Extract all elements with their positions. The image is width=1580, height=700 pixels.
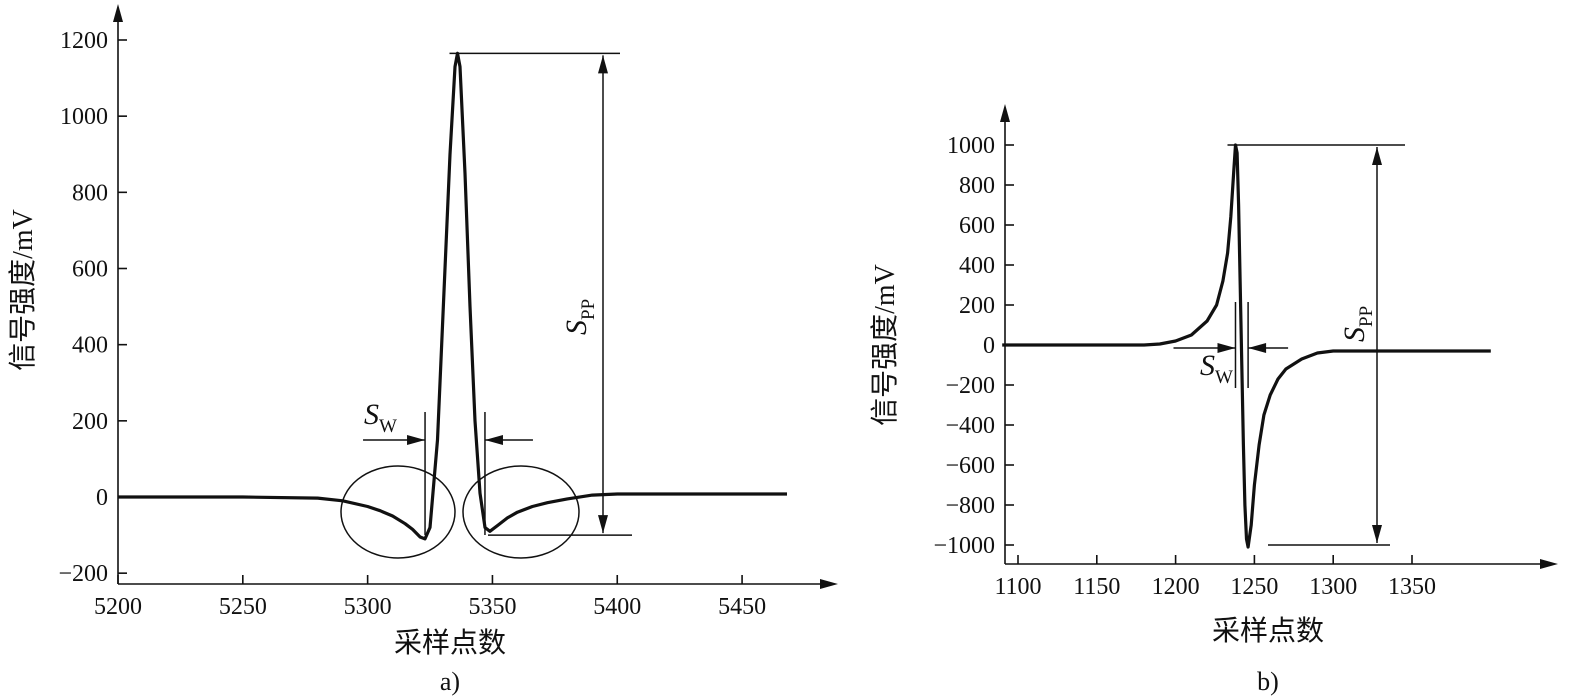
panel-a-y-ticks: −200 0 200 400 600 800 1000 1200 <box>58 28 127 587</box>
a-y-tick-label: 200 <box>72 409 108 435</box>
b-x-tick-label: 1350 <box>1388 574 1436 600</box>
panel-b-x-axis-arrow <box>1540 559 1558 569</box>
panel-a-x-ticks: 5200 5250 5300 5350 5400 5450 <box>94 575 766 620</box>
panel-b-y-ticks: −1000 −800 −600 −400 −200 0 200 400 600 800 1000 <box>933 133 1014 559</box>
b-y-tick-label: 1000 <box>947 133 995 159</box>
panel-b-spp-arrowhead-top <box>1372 147 1382 165</box>
a-x-tick-label: 5400 <box>593 594 641 620</box>
panel-b-x-ticks: 1100 1150 1200 1250 1300 1350 <box>994 555 1436 600</box>
a-x-tick-label: 5450 <box>718 594 766 620</box>
a-y-tick-label: −200 <box>58 561 108 587</box>
panel-b-label: b) <box>1257 667 1279 696</box>
panel-a-sw-label: SW <box>364 398 397 437</box>
panel-a-x-axis-title: 采样点数 <box>394 627 506 659</box>
panel-b-sw-arrowhead-left <box>1217 343 1236 353</box>
panel-a-spp-arrowhead-bottom <box>598 515 608 534</box>
panel-a-spp-arrowhead-top <box>598 55 608 74</box>
panel-a-y-axis-title: 信号强度/mV <box>7 209 39 371</box>
a-y-tick-label: 1200 <box>60 28 108 54</box>
b-x-tick-label: 1200 <box>1152 574 1200 600</box>
a-y-tick-label: 600 <box>72 257 108 283</box>
panel-b-spp-arrowhead-bottom <box>1372 525 1382 543</box>
panel-b-y-axis-arrow <box>1000 104 1010 122</box>
panel-a-label: a) <box>440 667 460 696</box>
b-x-tick-label: 1250 <box>1230 574 1278 600</box>
panel-b-spp-label: SPP <box>1338 306 1377 342</box>
a-y-tick-label: 1000 <box>60 104 108 130</box>
panel-a-sw-arrowhead-right <box>484 435 503 445</box>
a-x-tick-label: 5350 <box>468 594 516 620</box>
b-y-tick-label: −1000 <box>933 533 995 559</box>
panel-b-sw-arrowhead-right <box>1248 343 1267 353</box>
a-y-tick-label: 0 <box>96 485 108 511</box>
panel-a-spp-label: SPP <box>560 299 599 335</box>
panel-a-y-axis-arrow <box>113 4 123 22</box>
panel-b-sw-label: SW <box>1200 349 1233 388</box>
a-y-tick-label: 800 <box>72 180 108 206</box>
b-x-tick-label: 1300 <box>1309 574 1357 600</box>
panel-a-signal-curve <box>118 51 787 541</box>
a-y-tick-label: 400 <box>72 333 108 359</box>
a-x-tick-label: 5200 <box>94 594 142 620</box>
b-y-tick-label: 400 <box>959 253 995 279</box>
b-x-tick-label: 1100 <box>994 574 1041 600</box>
panel-a-x-axis-arrow <box>820 579 838 589</box>
panel-a: −200 0 200 400 600 800 1000 1200 5200 5250 5300 53… <box>7 4 838 696</box>
b-y-tick-label: 0 <box>983 333 995 359</box>
panel-b-y-axis-title: 信号强度/mV <box>869 264 901 426</box>
b-x-tick-label: 1150 <box>1073 574 1120 600</box>
b-y-tick-label: 800 <box>959 173 995 199</box>
b-y-tick-label: −600 <box>945 453 995 479</box>
panel-b-x-axis-title: 采样点数 <box>1212 615 1324 647</box>
b-y-tick-label: 200 <box>959 293 995 319</box>
panel-a-trough-circle-right <box>462 465 580 559</box>
a-x-tick-label: 5250 <box>219 594 267 620</box>
panel-b: −1000 −800 −600 −400 −200 0 200 400 600 800 1000 1… <box>869 104 1558 696</box>
b-y-tick-label: −200 <box>945 373 995 399</box>
panel-a-sw-arrowhead-left <box>407 435 426 445</box>
panel-a-trough-circle-left <box>340 465 456 559</box>
b-y-tick-label: −800 <box>945 493 995 519</box>
a-x-tick-label: 5300 <box>344 594 392 620</box>
panel-b-signal-curve <box>1002 143 1491 549</box>
b-y-tick-label: 600 <box>959 213 995 239</box>
b-y-tick-label: −400 <box>945 413 995 439</box>
